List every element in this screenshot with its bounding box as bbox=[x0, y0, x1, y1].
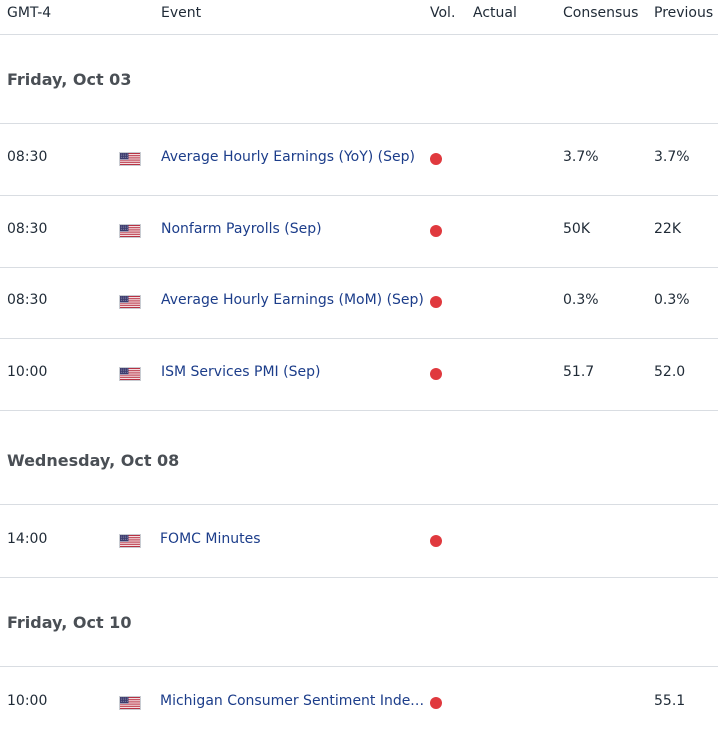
us-flag-icon bbox=[119, 224, 141, 238]
event-time: 08:30 bbox=[7, 221, 48, 237]
event-name-link[interactable]: FOMC Minutes bbox=[160, 531, 261, 547]
event-name-link[interactable]: Average Hourly Earnings (YoY) (Sep) bbox=[161, 149, 415, 165]
event-time: 10:00 bbox=[7, 364, 48, 380]
event-time: 14:00 bbox=[7, 531, 48, 547]
high-volatility-icon bbox=[430, 697, 442, 709]
vol-header: Vol. bbox=[430, 5, 456, 21]
event-name-link[interactable]: Michigan Consumer Sentiment Index… bbox=[160, 693, 425, 709]
previous-value: 52.0 bbox=[654, 364, 686, 380]
high-volatility-icon bbox=[430, 153, 442, 165]
day-header: Friday, Oct 03 bbox=[0, 35, 718, 124]
high-volatility-icon bbox=[430, 296, 442, 308]
table-row[interactable]: 10:00 ISM Services PMI (Sep) 51.7 52.0 bbox=[0, 339, 718, 411]
previous-value: 3.7% bbox=[654, 149, 690, 165]
event-name-link[interactable]: Average Hourly Earnings (MoM) (Sep) bbox=[161, 292, 424, 308]
consensus-value: 3.7% bbox=[563, 149, 599, 165]
table-row[interactable]: 08:30 Nonfarm Payrolls (Sep) 50K 22K bbox=[0, 196, 718, 268]
timezone-header[interactable]: GMT-4 bbox=[7, 5, 52, 21]
previous-value: 55.1 bbox=[654, 693, 686, 709]
consensus-value: 50K bbox=[563, 221, 590, 237]
day-title: Friday, Oct 03 bbox=[7, 70, 132, 89]
event-time: 10:00 bbox=[7, 693, 48, 709]
event-time: 08:30 bbox=[7, 292, 48, 308]
us-flag-icon bbox=[119, 295, 141, 309]
day-header: Wednesday, Oct 08 bbox=[0, 416, 718, 505]
high-volatility-icon bbox=[430, 368, 442, 380]
event-name-link[interactable]: Nonfarm Payrolls (Sep) bbox=[161, 221, 322, 237]
actual-header: Actual bbox=[473, 5, 517, 21]
table-row[interactable]: 08:30 Average Hourly Earnings (YoY) (Sep… bbox=[0, 124, 718, 196]
high-volatility-icon bbox=[430, 535, 442, 547]
us-flag-icon bbox=[119, 534, 141, 548]
day-title: Friday, Oct 10 bbox=[7, 613, 132, 632]
us-flag-icon bbox=[119, 696, 141, 710]
us-flag-icon bbox=[119, 152, 141, 166]
event-time: 08:30 bbox=[7, 149, 48, 165]
table-row[interactable]: 14:00 FOMC Minutes bbox=[0, 506, 718, 578]
day-title: Wednesday, Oct 08 bbox=[7, 451, 180, 470]
day-header: Friday, Oct 10 bbox=[0, 578, 718, 667]
consensus-value: 51.7 bbox=[563, 364, 595, 380]
previous-header: Previous bbox=[654, 5, 714, 21]
us-flag-icon bbox=[119, 367, 141, 381]
consensus-header: Consensus bbox=[563, 5, 639, 21]
high-volatility-icon bbox=[430, 225, 442, 237]
previous-value: 0.3% bbox=[654, 292, 690, 308]
table-row[interactable]: 10:00 Michigan Consumer Sentiment Index…… bbox=[0, 668, 718, 739]
table-row[interactable]: 08:30 Average Hourly Earnings (MoM) (Sep… bbox=[0, 267, 718, 339]
consensus-value: 0.3% bbox=[563, 292, 599, 308]
table-header: GMT-4 Event Vol. Actual Consensus Previo… bbox=[0, 0, 718, 35]
event-name-link[interactable]: ISM Services PMI (Sep) bbox=[161, 364, 321, 380]
event-header: Event bbox=[161, 5, 202, 21]
previous-value: 22K bbox=[654, 221, 681, 237]
